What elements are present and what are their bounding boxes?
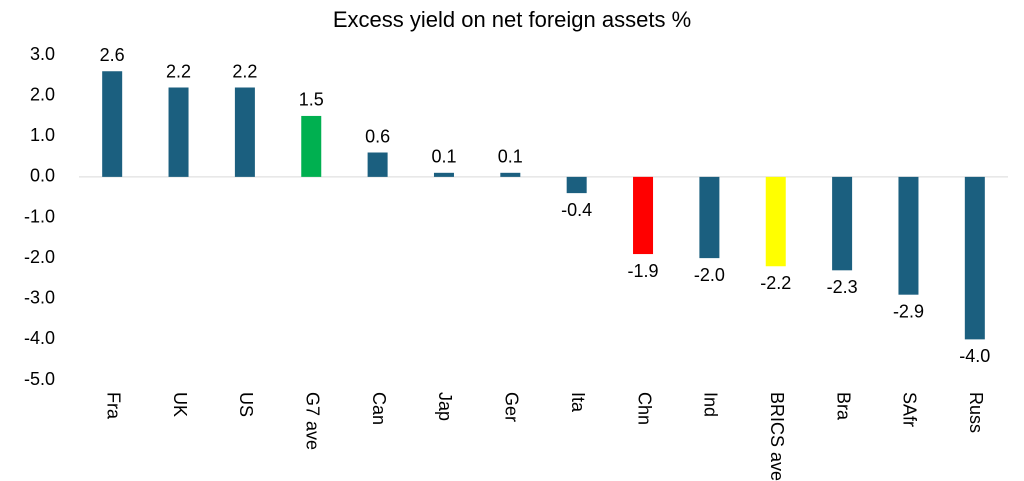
value-label: 2.2 xyxy=(232,61,257,81)
value-label: 2.2 xyxy=(166,61,191,81)
bar xyxy=(898,176,919,295)
bar xyxy=(500,172,521,177)
x-tick-label: UK xyxy=(170,392,190,417)
x-tick-label: Bra xyxy=(833,392,853,421)
x-tick-label: SAfr xyxy=(900,392,920,427)
bar xyxy=(765,176,786,267)
bar xyxy=(301,115,322,177)
bar xyxy=(699,176,720,259)
y-tick-label: -2.0 xyxy=(24,247,55,267)
bar xyxy=(102,71,123,177)
bar xyxy=(234,87,255,177)
y-tick-label: 2.0 xyxy=(30,84,55,104)
x-tick-label: Can xyxy=(369,392,389,425)
bar xyxy=(633,176,654,255)
value-label: -4.0 xyxy=(959,346,990,366)
x-tick-label: Ger xyxy=(502,392,522,422)
x-tick-label: Jap xyxy=(435,392,455,421)
value-label: -1.9 xyxy=(628,261,659,281)
value-label: 0.6 xyxy=(365,126,390,146)
value-label: -2.2 xyxy=(760,273,791,293)
x-tick-label: G7 ave xyxy=(303,392,323,450)
value-label: -2.3 xyxy=(827,277,858,297)
y-tick-label: 3.0 xyxy=(30,44,55,64)
value-label: 2.6 xyxy=(100,45,125,65)
x-tick-label: BRICS ave xyxy=(767,392,787,481)
x-tick-label: Chn xyxy=(634,392,654,425)
value-label: -0.4 xyxy=(561,200,592,220)
x-tick-label: Ind xyxy=(701,392,721,417)
x-tick-label: Fra xyxy=(103,392,123,420)
value-label: 0.1 xyxy=(431,147,456,167)
bar xyxy=(566,176,587,194)
x-tick-label: Russ xyxy=(966,392,986,433)
value-label: -2.0 xyxy=(694,265,725,285)
bar xyxy=(367,152,388,177)
y-tick-label: -4.0 xyxy=(24,328,55,348)
chart-title: Excess yield on net foreign assets % xyxy=(333,7,691,32)
value-label: -2.9 xyxy=(893,301,924,321)
bar xyxy=(832,176,853,271)
y-tick-label: -1.0 xyxy=(24,206,55,226)
y-tick-label: -3.0 xyxy=(24,288,55,308)
value-label: 0.1 xyxy=(498,147,523,167)
x-tick-label: US xyxy=(236,392,256,417)
y-tick-label: -5.0 xyxy=(24,369,55,389)
x-tick-label: Ita xyxy=(568,392,588,413)
value-label: 1.5 xyxy=(299,90,324,110)
y-tick-label: 1.0 xyxy=(30,125,55,145)
bar xyxy=(964,176,985,340)
y-tick-label: 0.0 xyxy=(30,166,55,186)
bar xyxy=(433,172,454,177)
bar xyxy=(168,87,189,177)
